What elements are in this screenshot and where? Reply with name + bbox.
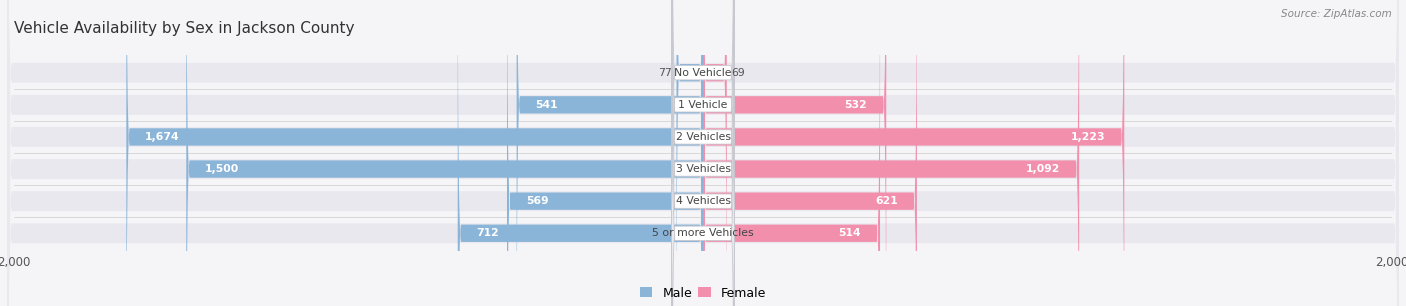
- FancyBboxPatch shape: [703, 0, 727, 306]
- FancyBboxPatch shape: [703, 0, 886, 306]
- Text: Vehicle Availability by Sex in Jackson County: Vehicle Availability by Sex in Jackson C…: [14, 21, 354, 36]
- FancyBboxPatch shape: [186, 0, 703, 306]
- Text: 1,500: 1,500: [205, 164, 239, 174]
- FancyBboxPatch shape: [7, 0, 1399, 306]
- Text: 3 Vehicles: 3 Vehicles: [675, 164, 731, 174]
- FancyBboxPatch shape: [676, 0, 703, 306]
- Text: Source: ZipAtlas.com: Source: ZipAtlas.com: [1281, 9, 1392, 19]
- Text: 1 Vehicle: 1 Vehicle: [678, 100, 728, 110]
- FancyBboxPatch shape: [458, 0, 703, 306]
- FancyBboxPatch shape: [672, 0, 734, 306]
- FancyBboxPatch shape: [7, 0, 1399, 306]
- FancyBboxPatch shape: [7, 0, 1399, 306]
- FancyBboxPatch shape: [703, 0, 1080, 306]
- FancyBboxPatch shape: [7, 0, 1399, 306]
- FancyBboxPatch shape: [7, 0, 1399, 306]
- FancyBboxPatch shape: [127, 0, 703, 306]
- FancyBboxPatch shape: [672, 0, 734, 306]
- FancyBboxPatch shape: [7, 0, 1399, 306]
- Text: 77: 77: [658, 68, 672, 78]
- FancyBboxPatch shape: [672, 0, 734, 306]
- Text: 1,092: 1,092: [1026, 164, 1060, 174]
- FancyBboxPatch shape: [703, 0, 917, 306]
- Text: 621: 621: [875, 196, 898, 206]
- Text: 69: 69: [731, 68, 745, 78]
- Text: 1,223: 1,223: [1071, 132, 1105, 142]
- FancyBboxPatch shape: [516, 0, 703, 306]
- Text: 712: 712: [477, 228, 499, 238]
- Text: 532: 532: [845, 100, 868, 110]
- FancyBboxPatch shape: [672, 0, 734, 306]
- Text: 514: 514: [838, 228, 860, 238]
- Text: No Vehicle: No Vehicle: [675, 68, 731, 78]
- FancyBboxPatch shape: [703, 0, 1125, 306]
- FancyBboxPatch shape: [508, 0, 703, 306]
- FancyBboxPatch shape: [672, 0, 734, 306]
- Text: 569: 569: [526, 196, 548, 206]
- Text: 2 Vehicles: 2 Vehicles: [675, 132, 731, 142]
- Text: 1,674: 1,674: [145, 132, 180, 142]
- FancyBboxPatch shape: [703, 0, 880, 306]
- Text: 541: 541: [536, 100, 558, 110]
- Text: 5 or more Vehicles: 5 or more Vehicles: [652, 228, 754, 238]
- FancyBboxPatch shape: [672, 0, 734, 306]
- Legend: Male, Female: Male, Female: [640, 286, 766, 300]
- Text: 4 Vehicles: 4 Vehicles: [675, 196, 731, 206]
